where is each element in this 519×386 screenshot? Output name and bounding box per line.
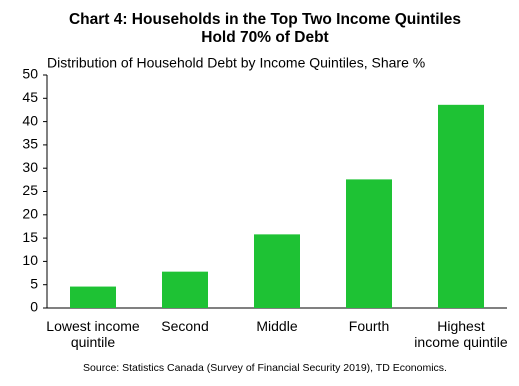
chart-title: Hold 70% of Debt — [201, 29, 328, 46]
y-tick-label: 45 — [22, 89, 38, 105]
bar — [346, 179, 392, 308]
chart-subtitle: Distribution of Household Debt by Income… — [47, 55, 425, 71]
x-tick-label: Fourth — [348, 318, 390, 334]
y-tick-label: 0 — [30, 299, 38, 315]
x-tick-label: Middle — [256, 318, 298, 334]
bar — [254, 234, 300, 308]
y-tick-label: 20 — [22, 206, 38, 222]
y-tick-label: 5 — [30, 275, 38, 291]
y-tick-label: 25 — [22, 182, 38, 198]
x-tick-label: Lowest income quintile — [46, 318, 140, 350]
y-tick-label: 50 — [22, 66, 38, 82]
y-tick-label: 30 — [22, 159, 38, 175]
y-tick-label: 15 — [22, 229, 38, 245]
bar — [438, 104, 484, 308]
source-note: Source: Statistics Canada (Survey of Fin… — [83, 362, 447, 374]
bar — [162, 271, 208, 308]
chart-title: Chart 4: Households in the Top Two Incom… — [69, 11, 461, 28]
y-tick-label: 10 — [22, 252, 38, 268]
x-tick-label: Second — [161, 318, 209, 334]
y-tick-label: 40 — [22, 112, 38, 128]
x-tick-label: Highest income quintile — [414, 318, 508, 350]
bar — [70, 286, 116, 308]
y-tick-label: 35 — [22, 136, 38, 152]
